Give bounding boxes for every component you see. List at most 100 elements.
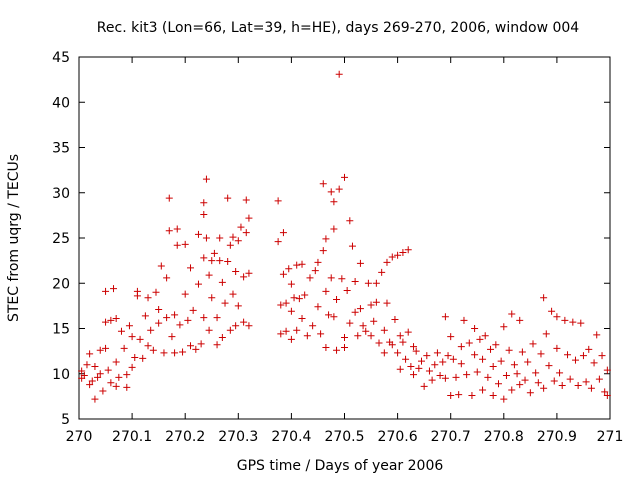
data-point bbox=[341, 344, 348, 352]
x-tick-label: 270.6 bbox=[378, 429, 418, 445]
data-point bbox=[548, 307, 556, 315]
data-point bbox=[455, 391, 463, 399]
data-point bbox=[335, 70, 343, 78]
data-point bbox=[202, 234, 210, 242]
data-point bbox=[165, 227, 173, 235]
data-point bbox=[356, 259, 364, 267]
y-tick-label: 30 bbox=[52, 186, 70, 202]
data-point bbox=[221, 299, 229, 307]
data-point bbox=[123, 383, 131, 391]
data-point bbox=[229, 290, 237, 298]
data-point bbox=[479, 386, 487, 394]
data-point bbox=[444, 352, 452, 360]
x-tick-label: 271 bbox=[597, 429, 624, 445]
data-point bbox=[423, 352, 431, 360]
data-point bbox=[123, 371, 131, 379]
data-point bbox=[245, 214, 253, 222]
data-point bbox=[306, 274, 314, 282]
data-point bbox=[425, 367, 433, 375]
data-point bbox=[311, 267, 319, 275]
data-point bbox=[80, 372, 88, 380]
data-point bbox=[218, 334, 226, 342]
data-point bbox=[489, 391, 497, 399]
y-tick-label: 5 bbox=[61, 412, 70, 428]
data-point bbox=[226, 326, 234, 334]
data-point bbox=[147, 326, 155, 334]
data-point bbox=[91, 363, 99, 371]
data-point bbox=[553, 344, 561, 352]
data-point bbox=[210, 249, 218, 257]
data-point bbox=[171, 349, 179, 357]
y-tick-label: 20 bbox=[52, 276, 70, 292]
data-point bbox=[88, 377, 96, 385]
data-point bbox=[229, 233, 237, 241]
data-point bbox=[553, 313, 561, 321]
data-point bbox=[476, 335, 484, 343]
data-point bbox=[595, 375, 603, 383]
data-point bbox=[500, 395, 508, 403]
data-point bbox=[550, 377, 558, 385]
data-point bbox=[508, 386, 516, 394]
data-point bbox=[128, 333, 136, 341]
data-point bbox=[139, 354, 147, 362]
data-point bbox=[330, 313, 338, 321]
y-tick-label: 45 bbox=[52, 50, 70, 66]
data-point bbox=[505, 346, 513, 354]
data-point bbox=[431, 361, 439, 369]
data-point bbox=[433, 349, 441, 357]
data-point bbox=[346, 217, 354, 225]
data-point bbox=[290, 294, 298, 302]
data-point bbox=[407, 363, 415, 371]
data-point bbox=[298, 260, 306, 268]
data-point bbox=[487, 345, 495, 353]
data-point bbox=[200, 314, 208, 322]
x-tick-label: 270.1 bbox=[112, 429, 152, 445]
data-point bbox=[396, 332, 404, 340]
data-point bbox=[402, 355, 410, 363]
data-point bbox=[500, 323, 508, 331]
data-point bbox=[83, 361, 91, 369]
data-point bbox=[524, 358, 532, 366]
data-point bbox=[216, 234, 224, 242]
data-point bbox=[359, 322, 367, 330]
y-axis-label: STEC from uqrg / TECUs bbox=[6, 154, 22, 322]
data-point bbox=[194, 230, 202, 238]
data-point bbox=[216, 257, 224, 265]
data-point bbox=[240, 318, 248, 326]
data-point bbox=[540, 294, 548, 302]
data-point bbox=[141, 312, 149, 320]
data-point bbox=[322, 235, 330, 243]
data-point bbox=[213, 314, 221, 322]
data-point bbox=[234, 302, 242, 310]
data-point bbox=[593, 331, 601, 339]
data-point bbox=[240, 273, 248, 281]
data-point bbox=[293, 326, 301, 334]
data-point bbox=[598, 352, 606, 360]
data-point bbox=[298, 315, 306, 323]
data-point bbox=[86, 381, 94, 389]
data-point bbox=[107, 379, 115, 387]
data-point bbox=[484, 373, 492, 381]
data-point bbox=[102, 318, 110, 326]
data-point bbox=[341, 173, 348, 181]
data-point bbox=[125, 322, 133, 330]
data-point bbox=[335, 185, 343, 193]
data-point bbox=[367, 332, 375, 340]
data-point bbox=[436, 372, 444, 380]
data-point bbox=[128, 363, 136, 371]
data-point bbox=[579, 352, 587, 360]
data-point bbox=[479, 355, 487, 363]
data-point bbox=[208, 257, 216, 265]
data-point bbox=[457, 343, 465, 351]
data-point bbox=[224, 194, 232, 202]
data-point bbox=[327, 188, 335, 196]
data-point bbox=[131, 353, 139, 361]
data-point bbox=[348, 242, 356, 250]
data-point bbox=[383, 258, 391, 266]
data-point bbox=[561, 316, 569, 324]
data-point bbox=[104, 366, 112, 374]
data-point bbox=[356, 305, 364, 313]
data-point bbox=[133, 287, 141, 295]
data-point bbox=[232, 322, 240, 330]
